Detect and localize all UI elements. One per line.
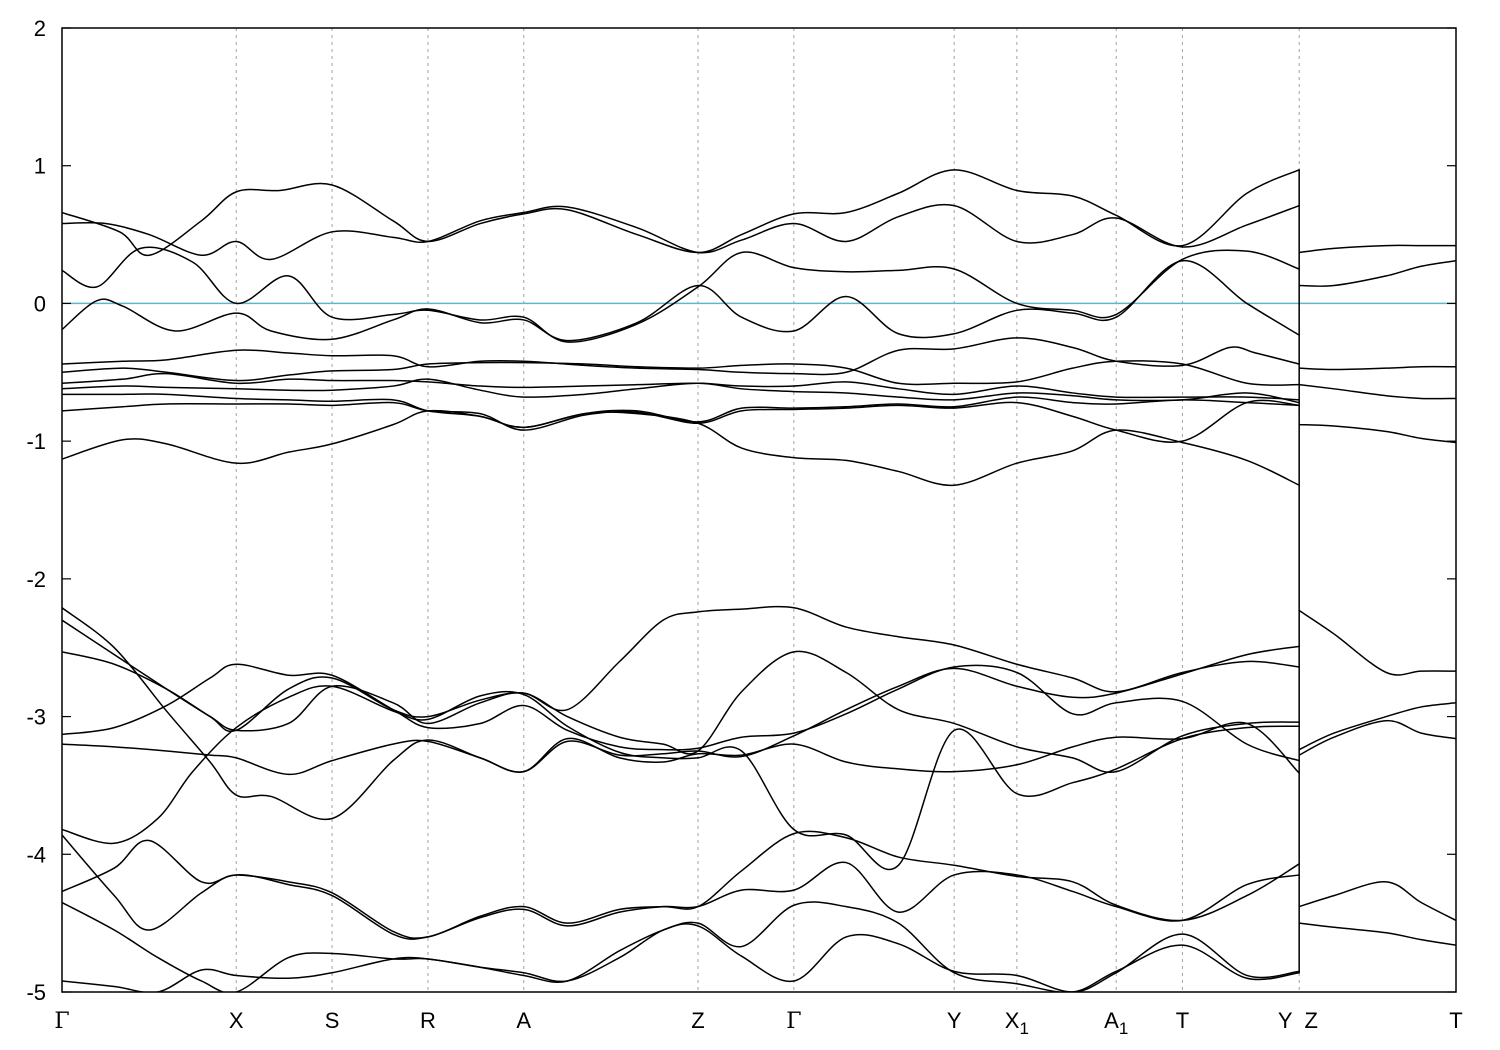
band-line-20 bbox=[62, 901, 1300, 992]
band-line-3 bbox=[62, 246, 1300, 343]
x-tick-label-text: Y bbox=[1278, 1008, 1293, 1033]
band-line-21 bbox=[62, 923, 1300, 992]
band-line-29 bbox=[1298, 719, 1456, 756]
band-line-19 bbox=[62, 834, 1300, 940]
x-tick-label-subscript: 1 bbox=[1119, 1019, 1128, 1038]
band-line-5 bbox=[62, 337, 1300, 376]
y-tick-label: 1 bbox=[34, 154, 46, 179]
x-axis-ticks: Γ X S R A Z Γ Y X1 A1 T Y Z T bbox=[54, 1008, 1462, 1038]
band-line-23 bbox=[1298, 259, 1456, 287]
band-line-15 bbox=[62, 663, 1300, 762]
y-tick-label: 2 bbox=[34, 16, 46, 41]
x-tick-label-6: Γ bbox=[786, 1009, 801, 1034]
band-line-17 bbox=[62, 685, 1300, 871]
y-tick-label: 0 bbox=[34, 291, 46, 316]
y-tick-label: -3 bbox=[26, 705, 46, 730]
x-tick-label-text: Γ bbox=[786, 1009, 801, 1034]
band-line-28 bbox=[1298, 702, 1456, 751]
x-tick-label-5: Z bbox=[691, 1008, 704, 1033]
band-line-26 bbox=[1298, 423, 1456, 444]
x-tick-label-4: A bbox=[516, 1008, 531, 1033]
x-tick-label-text: A bbox=[516, 1008, 531, 1033]
x-tick-label-text: Γ bbox=[54, 1009, 69, 1034]
x-tick-label-text: Z bbox=[1304, 1008, 1317, 1033]
y-tick-label: -4 bbox=[26, 842, 46, 867]
x-tick-label-text: Y bbox=[947, 1008, 962, 1033]
band-line-10 bbox=[62, 399, 1300, 443]
band-line-4 bbox=[62, 259, 1300, 342]
x-tick-label-2: S bbox=[325, 1008, 340, 1033]
x-tick-label-text: T bbox=[1449, 1008, 1462, 1033]
x-tick-label-8: X1 bbox=[1005, 1008, 1029, 1038]
band-line-22 bbox=[1298, 244, 1456, 254]
x-tick-label-text: T bbox=[1176, 1008, 1189, 1033]
band-line-13 bbox=[62, 605, 1300, 733]
band-line-18 bbox=[62, 830, 1300, 939]
plot-frame bbox=[61, 27, 1457, 993]
x-tick-label-text: S bbox=[325, 1008, 340, 1033]
y-tick-label: -1 bbox=[26, 429, 46, 454]
x-tick-label-subscript: 1 bbox=[1019, 1019, 1028, 1038]
x-tick-label-1: X bbox=[229, 1008, 244, 1033]
x-tick-label-text: R bbox=[420, 1008, 436, 1033]
band-line-24 bbox=[1298, 365, 1456, 371]
band-lines bbox=[62, 169, 1456, 992]
y-tick-label: -2 bbox=[26, 567, 46, 592]
y-axis-ticks: -5 -4 -3 -2 -1 0 1 2 bbox=[26, 16, 1456, 1005]
x-tick-label-9: A1 bbox=[1104, 1008, 1128, 1038]
x-tick-label-text: X bbox=[229, 1008, 244, 1033]
y-tick-label: -5 bbox=[26, 980, 46, 1005]
x-tick-label-12: Z bbox=[1304, 1008, 1317, 1033]
band-line-31 bbox=[1298, 922, 1456, 946]
band-line-6 bbox=[62, 360, 1300, 386]
x-tick-label-text: Z bbox=[691, 1008, 704, 1033]
x-tick-label-11: Y bbox=[1278, 1008, 1293, 1033]
band-line-7 bbox=[62, 372, 1300, 401]
band-line-27 bbox=[1298, 609, 1456, 676]
x-tick-label-text: X bbox=[1005, 1008, 1020, 1033]
band-line-16 bbox=[62, 721, 1300, 776]
x-tick-label-0: Γ bbox=[54, 1009, 69, 1034]
band-line-11 bbox=[62, 409, 1300, 486]
band-line-12 bbox=[62, 607, 1300, 821]
high-symmetry-gridlines bbox=[235, 28, 1300, 992]
band-line-25 bbox=[1298, 383, 1456, 400]
band-line-30 bbox=[1298, 881, 1456, 922]
x-tick-label-10: T bbox=[1176, 1008, 1189, 1033]
band-line-8 bbox=[62, 378, 1300, 404]
x-tick-label-7: Y bbox=[947, 1008, 962, 1033]
band-line-2 bbox=[62, 203, 1300, 261]
x-tick-label-13: T bbox=[1449, 1008, 1462, 1033]
band-line-1 bbox=[62, 169, 1300, 256]
x-tick-label-text: A bbox=[1104, 1008, 1119, 1033]
band-line-14 bbox=[62, 650, 1300, 774]
x-tick-label-3: R bbox=[420, 1008, 436, 1033]
